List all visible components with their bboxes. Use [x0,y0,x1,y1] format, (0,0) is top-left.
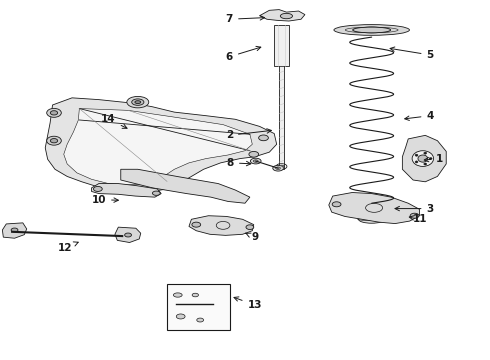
Bar [274,24,289,66]
Ellipse shape [273,165,284,171]
Ellipse shape [359,215,385,223]
Ellipse shape [47,108,61,117]
Circle shape [424,163,427,165]
Ellipse shape [135,101,141,104]
Ellipse shape [355,210,388,218]
Ellipse shape [354,206,389,213]
Ellipse shape [132,99,144,105]
Ellipse shape [94,186,102,192]
Text: 8: 8 [227,158,251,168]
Ellipse shape [356,202,387,208]
Text: 11: 11 [409,214,428,224]
Circle shape [424,152,427,154]
Text: 12: 12 [57,242,78,253]
Ellipse shape [246,225,254,229]
Ellipse shape [276,167,281,170]
Ellipse shape [280,13,293,19]
Text: 13: 13 [234,297,262,310]
Text: 2: 2 [226,129,271,140]
Circle shape [418,155,428,162]
Ellipse shape [47,136,61,145]
Ellipse shape [249,152,259,157]
Ellipse shape [332,202,341,207]
Ellipse shape [192,222,201,227]
Ellipse shape [50,111,58,115]
Polygon shape [45,98,277,193]
Bar [279,66,284,169]
Ellipse shape [253,160,258,162]
Ellipse shape [176,314,185,319]
Ellipse shape [334,24,410,35]
Text: 7: 7 [226,14,265,24]
Ellipse shape [279,165,284,168]
Ellipse shape [192,293,198,297]
Polygon shape [115,227,141,243]
Ellipse shape [259,135,269,141]
Circle shape [415,161,418,163]
Circle shape [412,151,434,166]
Ellipse shape [197,318,203,322]
Text: 6: 6 [226,46,261,62]
Text: 1: 1 [424,154,443,163]
Ellipse shape [50,139,58,143]
Polygon shape [402,135,446,182]
Circle shape [415,154,418,156]
Bar [167,284,230,330]
Polygon shape [329,193,419,224]
Ellipse shape [173,293,182,297]
Text: 5: 5 [390,47,434,60]
Ellipse shape [11,228,18,232]
Ellipse shape [124,233,131,237]
Text: 3: 3 [395,203,434,213]
Text: 14: 14 [101,114,127,128]
Text: 4: 4 [405,111,434,121]
Polygon shape [64,109,252,185]
Polygon shape [92,184,161,197]
Polygon shape [189,216,254,235]
Text: 9: 9 [245,232,258,242]
Ellipse shape [250,158,261,164]
Ellipse shape [353,27,391,33]
Polygon shape [2,223,27,238]
Polygon shape [260,10,305,21]
Polygon shape [121,169,250,203]
Circle shape [429,157,432,159]
Ellipse shape [127,96,149,108]
Ellipse shape [152,191,160,195]
Ellipse shape [410,213,419,218]
Text: 10: 10 [92,195,119,204]
